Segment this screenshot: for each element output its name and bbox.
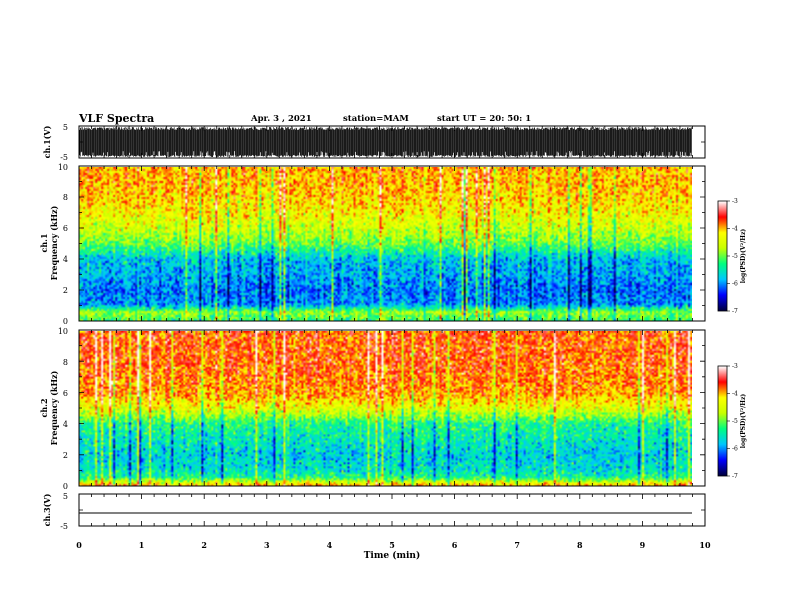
colorbar-tick-label: -3 — [732, 363, 738, 370]
ch2-spec-ytick: 2 — [63, 451, 68, 460]
colorbar-tick-label: -6 — [732, 281, 738, 288]
ch2-spec-ytick: 4 — [63, 420, 68, 429]
ch2-spec-ytick: 8 — [63, 358, 68, 367]
figure-title: VLF Spectra — [79, 112, 155, 125]
colorbar-tick-label: -6 — [732, 446, 738, 453]
ch2-spectrogram — [79, 331, 692, 486]
x-tick-label: 9 — [640, 540, 646, 550]
ch1-wave-ylabel: ch.1(V) — [42, 125, 52, 158]
x-tick-label: 7 — [514, 540, 520, 550]
ch1-waveform — [78, 127, 692, 157]
date-label: Apr. 3 , 2021 — [251, 114, 312, 124]
x-tick-label: 5 — [389, 540, 395, 550]
ch1-wave-ytick-bottom: -5 — [60, 153, 68, 162]
colorbar-tick-label: -3 — [732, 198, 738, 205]
ch1-colorbar-label: log(PSD)(V²/Hz) — [740, 229, 747, 284]
ch1-spec-ytick: 4 — [63, 255, 68, 264]
ch1-spec-ylabel-1: ch.1 — [39, 233, 49, 252]
colorbar-tick-label: -4 — [732, 226, 738, 233]
x-tick-label: 1 — [139, 540, 145, 550]
ch2-colorbar-label: log(PSD)(V²/Hz) — [740, 394, 747, 449]
x-tick-label: 8 — [577, 540, 583, 550]
ch1-spec-ytick: 8 — [63, 193, 68, 202]
colorbar-tick-label: -5 — [732, 253, 738, 260]
ch1-spec-ytick: 6 — [63, 224, 68, 233]
colorbar-tick-label: -7 — [732, 473, 738, 480]
ch1-spectrogram — [79, 167, 692, 321]
ch1-spec-ytick: 2 — [63, 286, 68, 295]
axis-ticks — [78, 125, 706, 527]
x-axis-label: Time (min) — [364, 550, 421, 561]
tick-marks — [78, 125, 706, 527]
ch1-wave-ytick-top: 5 — [63, 123, 68, 132]
colorbar-labels: -3 -4 -5 -6 -7 -3 -4 -5 -6 -7 — [727, 198, 738, 480]
start-time-label: start UT = 20: 50: 1 — [437, 114, 532, 124]
ch2-colorbar — [718, 366, 727, 476]
ch2-spec-ytick: 6 — [63, 389, 68, 398]
ch2-spec-ytick: 0 — [63, 482, 68, 491]
x-tick-label: 2 — [201, 540, 207, 550]
ch2-spec-ylabel-2: Frequency (kHz) — [49, 370, 59, 445]
ch3-wave-ytick-bottom: -5 — [60, 522, 68, 531]
colorbar-tick-label: -5 — [732, 418, 738, 425]
station-label: station=MAM — [343, 114, 409, 124]
colorbar-tick-label: -4 — [732, 391, 738, 398]
x-tick-label: 10 — [699, 540, 711, 550]
x-tick-label: 3 — [264, 540, 270, 550]
ch1-colorbar — [718, 201, 727, 311]
ch2-spec-ytick: 10 — [58, 327, 68, 336]
x-tick-label: 0 — [76, 540, 82, 550]
ch1-spec-ytick: 10 — [58, 163, 68, 172]
x-tick-label: 6 — [452, 540, 458, 550]
x-tick-label: 4 — [327, 540, 333, 550]
ch1-waveform-trace — [78, 127, 692, 157]
ch3-wave-ylabel: ch.3(V) — [42, 493, 52, 526]
ch3-wave-ytick-top: 5 — [63, 492, 68, 501]
ch1-spec-ylabel-2: Frequency (kHz) — [49, 205, 59, 280]
ch2-spec-ylabel-1: ch.2 — [39, 398, 49, 417]
colorbar-tick-label: -7 — [732, 308, 738, 315]
ch1-spec-ytick: 0 — [63, 317, 68, 326]
x-tick-labels: 0 1 2 3 4 5 6 7 8 9 10 — [76, 540, 711, 550]
